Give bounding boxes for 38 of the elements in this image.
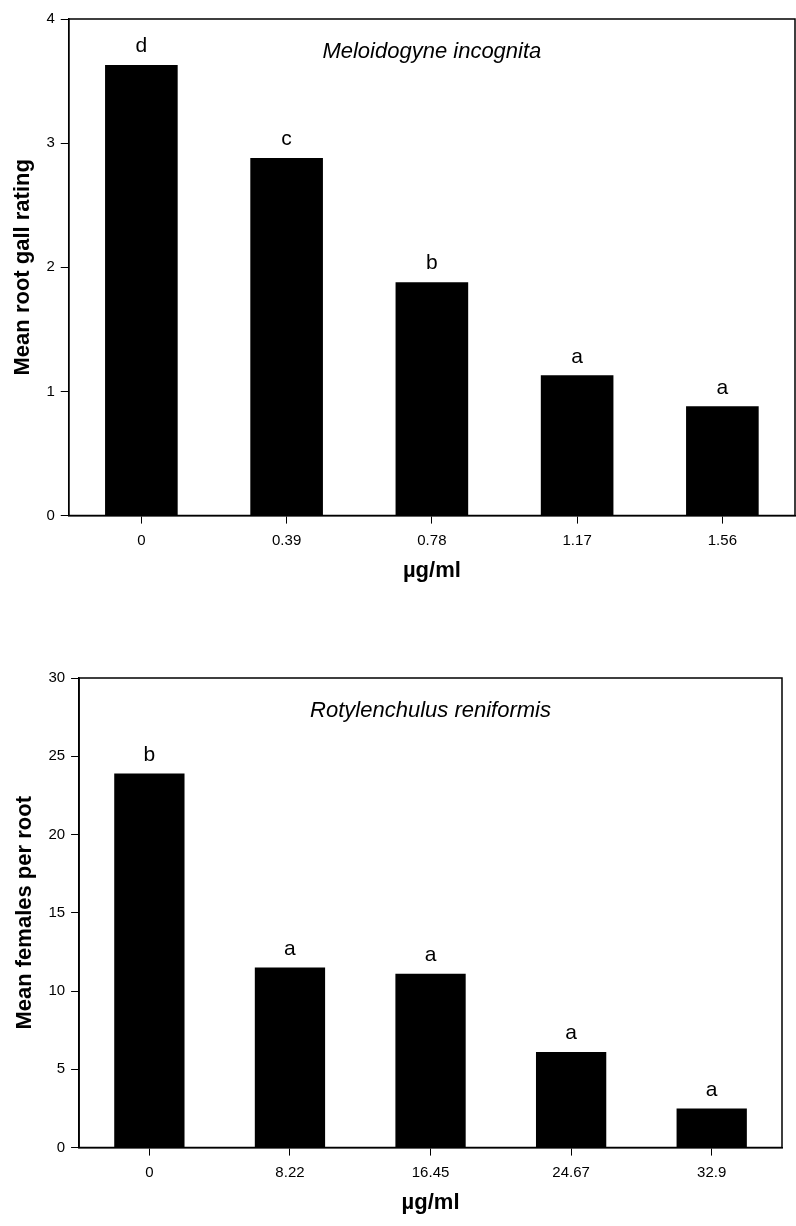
y-tick-label: 0 <box>56 1137 66 1155</box>
x-tick-label: 0 <box>145 1162 154 1180</box>
x-tick-label: 16.45 <box>411 1162 450 1180</box>
x-tick-label: 0 <box>137 530 146 548</box>
x-axis-title: µg/ml <box>401 1188 460 1214</box>
annotation: a <box>705 1076 718 1100</box>
y-tick-label: 1 <box>46 381 55 399</box>
y-tick-label: 3 <box>46 133 55 151</box>
y-tick-label: 0 <box>46 505 55 523</box>
x-tick-label: 24.67 <box>552 1162 590 1180</box>
annotation: a <box>424 942 437 966</box>
text: Meloidogyne incognita <box>322 38 542 64</box>
y-tick-label: 25 <box>48 746 66 764</box>
y-tick-label: 4 <box>46 9 55 27</box>
y-axis-title: Mean root gall rating <box>9 159 35 376</box>
annotation: b <box>426 250 438 274</box>
x-tick-label: 32.9 <box>697 1162 727 1180</box>
y-axis-title: Mean females per root <box>11 795 37 1030</box>
annotation: a <box>571 343 584 367</box>
y-tick-label: 30 <box>48 668 66 686</box>
annotation: b <box>143 741 156 765</box>
x-tick-label: 0.78 <box>417 530 447 548</box>
x-tick-label: 1.17 <box>562 530 592 548</box>
y-tick-label: 10 <box>48 981 66 999</box>
annotation: a <box>565 1020 578 1044</box>
annotation: a <box>284 935 297 959</box>
annotation: a <box>716 374 729 398</box>
text: Rotylenchulus reniformis <box>310 697 551 723</box>
y-tick-label: 2 <box>46 257 55 275</box>
x-tick-label: 8.22 <box>275 1162 305 1180</box>
y-tick-label: 5 <box>56 1059 66 1077</box>
y-tick-label: 20 <box>48 824 66 842</box>
y-tick-label: 15 <box>48 902 66 920</box>
x-axis-title: µg/ml <box>402 556 461 582</box>
annotation: d <box>135 33 148 57</box>
annotation: c <box>281 126 292 150</box>
x-tick-label: 1.56 <box>707 530 737 548</box>
x-tick-label: 0.39 <box>272 530 302 548</box>
